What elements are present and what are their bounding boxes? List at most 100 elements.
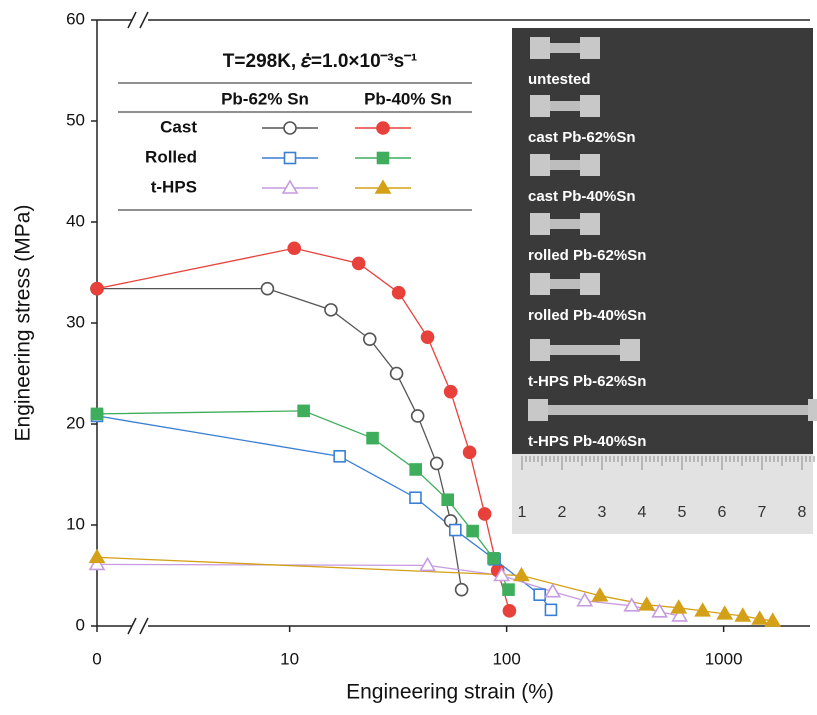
marker <box>487 552 500 565</box>
y-tick-label: 30 <box>66 312 85 331</box>
specimen <box>580 273 600 295</box>
specimen-label: t-HPS Pb-40%Sn <box>528 433 646 450</box>
marker <box>389 366 404 381</box>
marker <box>366 431 379 445</box>
y-tick-label: 60 <box>66 9 85 28</box>
marker <box>694 602 712 617</box>
x-tick-label: 10 <box>280 649 299 668</box>
marker <box>333 450 346 463</box>
specimen <box>530 339 550 361</box>
marker <box>502 604 517 618</box>
specimen <box>550 160 580 170</box>
marker <box>443 384 458 399</box>
photo-background <box>512 28 813 454</box>
ruler-number: 4 <box>638 504 647 521</box>
marker <box>441 493 454 507</box>
specimen-label: cast Pb-40%Sn <box>528 188 636 205</box>
x-tick-label: 100 <box>492 649 520 668</box>
specimen <box>550 43 580 53</box>
x-tick-label: 0 <box>92 649 101 668</box>
marker <box>751 610 769 625</box>
marker <box>462 445 477 460</box>
series-line <box>97 288 463 590</box>
marker <box>591 587 609 602</box>
specimen <box>580 154 600 176</box>
specimen <box>528 399 548 421</box>
specimen <box>550 219 580 229</box>
marker <box>493 566 511 582</box>
marker <box>429 456 444 471</box>
y-tick-label: 10 <box>66 514 85 533</box>
ruler-number: 1 <box>518 504 527 521</box>
specimen <box>530 154 550 176</box>
specimen <box>548 405 808 415</box>
legend-row: Rolled <box>145 147 197 166</box>
specimen <box>580 213 600 235</box>
specimen <box>580 37 600 59</box>
marker <box>376 121 390 135</box>
y-tick-label: 40 <box>66 211 85 230</box>
marker <box>88 555 106 571</box>
inset-photo: untested cast Pb-62%Sn cast Pb-40%Sn rolled… <box>512 28 817 534</box>
marker <box>671 607 689 622</box>
marker <box>623 597 641 612</box>
specimen <box>530 273 550 295</box>
ruler-number: 6 <box>718 504 727 521</box>
marker <box>90 407 104 421</box>
axis-break-gap <box>132 12 148 28</box>
marker <box>533 588 546 601</box>
legend-row: Cast <box>160 117 197 136</box>
specimen <box>620 339 640 361</box>
y-tick-label: 0 <box>76 615 85 634</box>
plot-area: 0 10 20 30 40 50 60 0 10 100 1000 <box>66 9 782 668</box>
axis-break-gap <box>132 618 148 634</box>
specimen-label: rolled Pb-40%Sn <box>528 307 646 324</box>
marker <box>283 121 297 135</box>
series-line <box>96 556 773 622</box>
marker <box>409 463 423 476</box>
legend-row: t-HPS <box>151 177 197 196</box>
marker <box>260 281 275 296</box>
specimen <box>550 279 580 289</box>
series-line <box>96 247 511 612</box>
specimen <box>530 95 550 117</box>
marker <box>544 603 558 617</box>
x-tick-label: 1000 <box>705 649 743 668</box>
y-axis-label: Engineering stress (MPa) <box>12 205 35 442</box>
marker <box>88 548 106 564</box>
marker <box>670 599 688 614</box>
ruler-number: 3 <box>598 504 607 521</box>
y-tick-label: 50 <box>66 110 85 129</box>
annotation: T=298K, 𝜀̇=1.0×10⁻³s⁻¹ <box>223 51 417 72</box>
marker <box>374 179 392 194</box>
specimen <box>530 37 550 59</box>
specimen-label: rolled Pb-62%Sn <box>528 247 646 264</box>
legend-column: Pb-40% Sn <box>364 89 452 108</box>
specimen <box>550 345 620 355</box>
marker <box>419 556 436 572</box>
marker <box>351 256 366 271</box>
specimen <box>808 399 817 421</box>
marker <box>391 285 406 300</box>
ruler-number: 8 <box>798 504 807 521</box>
marker <box>410 409 425 423</box>
marker <box>283 151 297 165</box>
marker <box>281 179 299 194</box>
marker <box>734 607 752 622</box>
legend: T=298K, 𝜀̇=1.0×10⁻³s⁻¹ Pb-62% Sn Pb-40% S… <box>118 51 472 211</box>
marker <box>454 582 469 597</box>
series-line <box>96 563 680 617</box>
marker <box>362 332 377 346</box>
marker <box>466 524 479 538</box>
marker <box>651 603 669 618</box>
x-axis-label: Engineering strain (%) <box>346 681 554 704</box>
marker <box>90 281 104 296</box>
ruler-number: 7 <box>758 504 767 521</box>
marker <box>502 583 515 596</box>
legend-column: Pb-62% Sn <box>221 89 309 108</box>
marker <box>638 596 656 611</box>
marker <box>297 404 310 418</box>
y-tick-label: 20 <box>66 413 85 432</box>
marker <box>287 241 302 256</box>
